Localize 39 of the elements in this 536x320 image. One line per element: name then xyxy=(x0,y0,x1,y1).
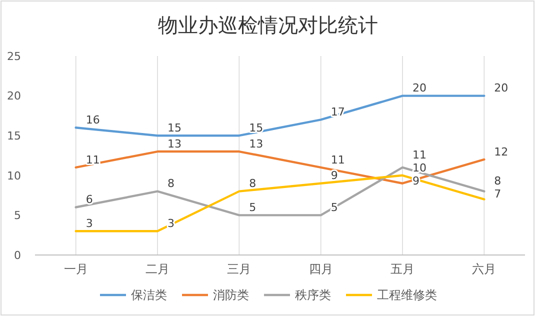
data-label: 8 xyxy=(249,177,256,190)
data-label: 7 xyxy=(494,188,502,201)
chart-title: 物业办巡检情况对比统计 xyxy=(158,13,378,37)
x-tick-label: 三月 xyxy=(227,262,252,276)
data-label: 11 xyxy=(330,153,345,166)
y-tick-label: 5 xyxy=(14,209,21,222)
data-label: 12 xyxy=(494,145,508,158)
data-label: 15 xyxy=(249,121,264,134)
data-label: 9 xyxy=(330,169,338,182)
y-tick-label: 10 xyxy=(7,169,21,182)
x-tick-label: 四月 xyxy=(308,262,333,276)
legend-label: 工程维修类 xyxy=(377,288,437,302)
data-label: 10 xyxy=(412,161,426,174)
line-series xyxy=(74,94,486,137)
data-label: 20 xyxy=(494,82,508,95)
y-tick-label: 15 xyxy=(7,129,21,142)
data-label: 15 xyxy=(168,121,182,134)
legend-label: 秩序类 xyxy=(295,288,331,302)
data-label: 11 xyxy=(86,153,100,166)
legend-label: 消防类 xyxy=(213,288,249,302)
x-tick-label: 一月 xyxy=(64,262,88,276)
data-label: 5 xyxy=(249,201,256,214)
y-tick-label: 25 xyxy=(7,50,21,63)
data-label: 3 xyxy=(86,216,93,230)
data-label: 8 xyxy=(168,177,174,190)
x-tick-label: 二月 xyxy=(146,262,170,276)
y-tick-label: 20 xyxy=(7,90,21,103)
data-label: 11 xyxy=(412,148,426,162)
data-label: 6 xyxy=(86,193,93,206)
data-label: 16 xyxy=(86,113,100,126)
data-label: 13 xyxy=(249,137,264,150)
data-label: 20 xyxy=(412,82,426,95)
x-tick-label: 五月 xyxy=(390,262,414,276)
y-tick-label: 0 xyxy=(14,248,21,262)
data-label: 8 xyxy=(494,174,502,188)
legend-label: 保洁类 xyxy=(131,288,167,302)
data-label: 13 xyxy=(168,137,182,150)
x-tick-label: 六月 xyxy=(472,262,496,276)
data-label: 5 xyxy=(330,201,338,214)
